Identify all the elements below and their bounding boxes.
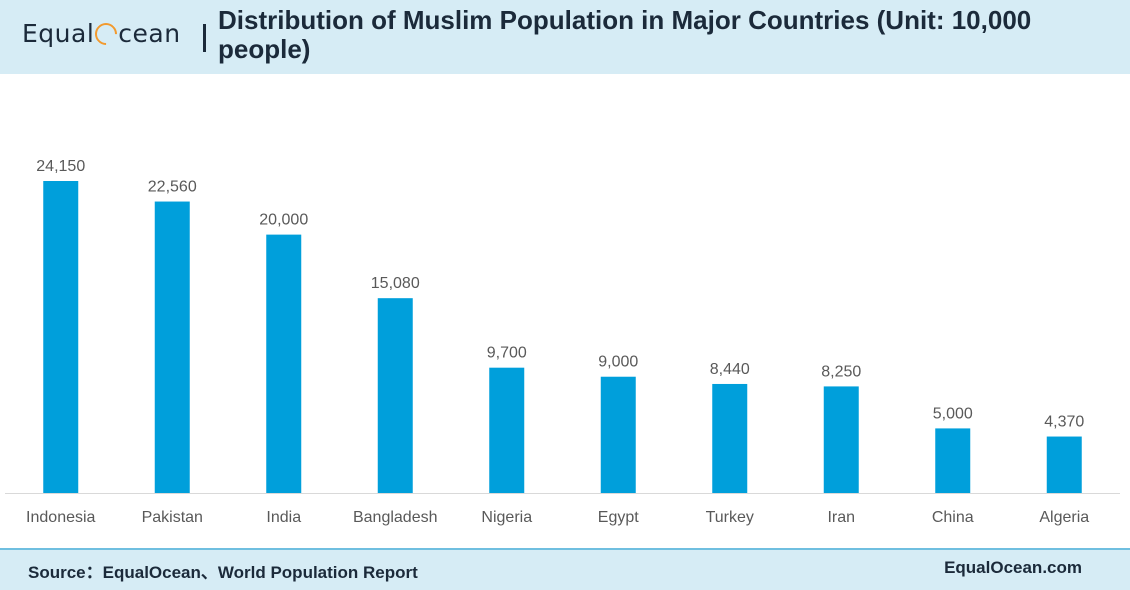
category-label-algeria: Algeria <box>1039 509 1089 526</box>
value-label-egypt: 9,000 <box>598 354 638 371</box>
category-label-pakistan: Pakistan <box>142 509 203 526</box>
category-label-egypt: Egypt <box>598 509 639 526</box>
value-label-indonesia: 24,150 <box>36 158 85 175</box>
equalocean-logo: Equal cean <box>22 14 181 54</box>
bar-pakistan <box>154 201 190 493</box>
value-label-nigeria: 9,700 <box>487 345 527 362</box>
category-label-indonesia: Indonesia <box>26 509 95 526</box>
category-label-iran: Iran <box>827 509 855 526</box>
bars-group: 24,150 Indonesia 22,560 Pakistan 20,000 India… <box>26 158 1089 526</box>
bar-turkey <box>712 383 748 493</box>
bar-algeria <box>1046 436 1082 493</box>
value-label-pakistan: 22,560 <box>148 179 197 196</box>
value-label-turkey: 8,440 <box>710 361 750 378</box>
bar-indonesia <box>43 181 79 493</box>
value-label-algeria: 4,370 <box>1044 414 1084 431</box>
category-label-china: China <box>932 509 974 526</box>
source-text: Source：EqualOcean、World Population Repor… <box>28 563 418 582</box>
logo-text-post: cean <box>118 19 181 48</box>
page-title: Distribution of Muslim Population in Maj… <box>218 5 1032 64</box>
value-label-bangladesh: 15,080 <box>371 275 420 292</box>
logo-o-icon <box>90 18 122 50</box>
category-label-bangladesh: Bangladesh <box>353 509 438 526</box>
bar-iran <box>823 386 859 493</box>
site-link[interactable]: EqualOcean.com <box>944 558 1082 577</box>
value-label-iran: 8,250 <box>821 363 861 380</box>
bar-egypt <box>600 376 636 493</box>
bar-china <box>935 428 971 493</box>
category-label-turkey: Turkey <box>706 509 754 526</box>
bar-bangladesh <box>377 298 413 493</box>
category-label-nigeria: Nigeria <box>481 509 532 526</box>
bar-india <box>266 234 302 493</box>
value-label-india: 20,000 <box>259 212 308 229</box>
title-divider <box>203 24 206 52</box>
value-label-china: 5,000 <box>933 405 973 422</box>
bar-nigeria <box>489 367 525 493</box>
footer-banner: Source：EqualOcean、World Population Repor… <box>0 548 1130 590</box>
bar-chart: 24,150 Indonesia 22,560 Pakistan 20,000 India… <box>5 158 1120 526</box>
logo-text-pre: Equal <box>22 19 95 48</box>
header-banner: Equal cean Distribution of Muslim Populat… <box>0 0 1130 74</box>
category-label-india: India <box>266 509 301 526</box>
